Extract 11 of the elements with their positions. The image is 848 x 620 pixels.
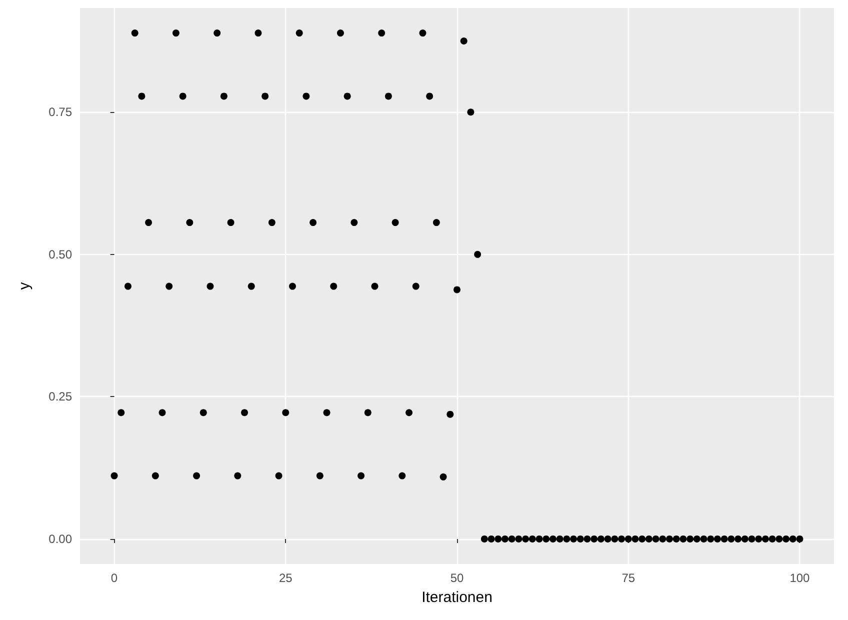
y-axis-title: y (16, 282, 33, 290)
y-tick-label: 0.00 (48, 532, 72, 546)
x-tick-label: 75 (622, 571, 636, 585)
y-tick-label: 0.75 (48, 105, 72, 120)
x-tick-label: 0 (110, 571, 118, 585)
x-tick-label: 50 (450, 571, 464, 585)
x-tick-label: 25 (278, 571, 293, 585)
y-tick-label: 0.25 (48, 390, 72, 404)
x-axis-title: Iterationen (422, 589, 492, 606)
y-tick-label: 0.50 (48, 247, 72, 262)
x-tick-label: 100 (790, 571, 810, 585)
